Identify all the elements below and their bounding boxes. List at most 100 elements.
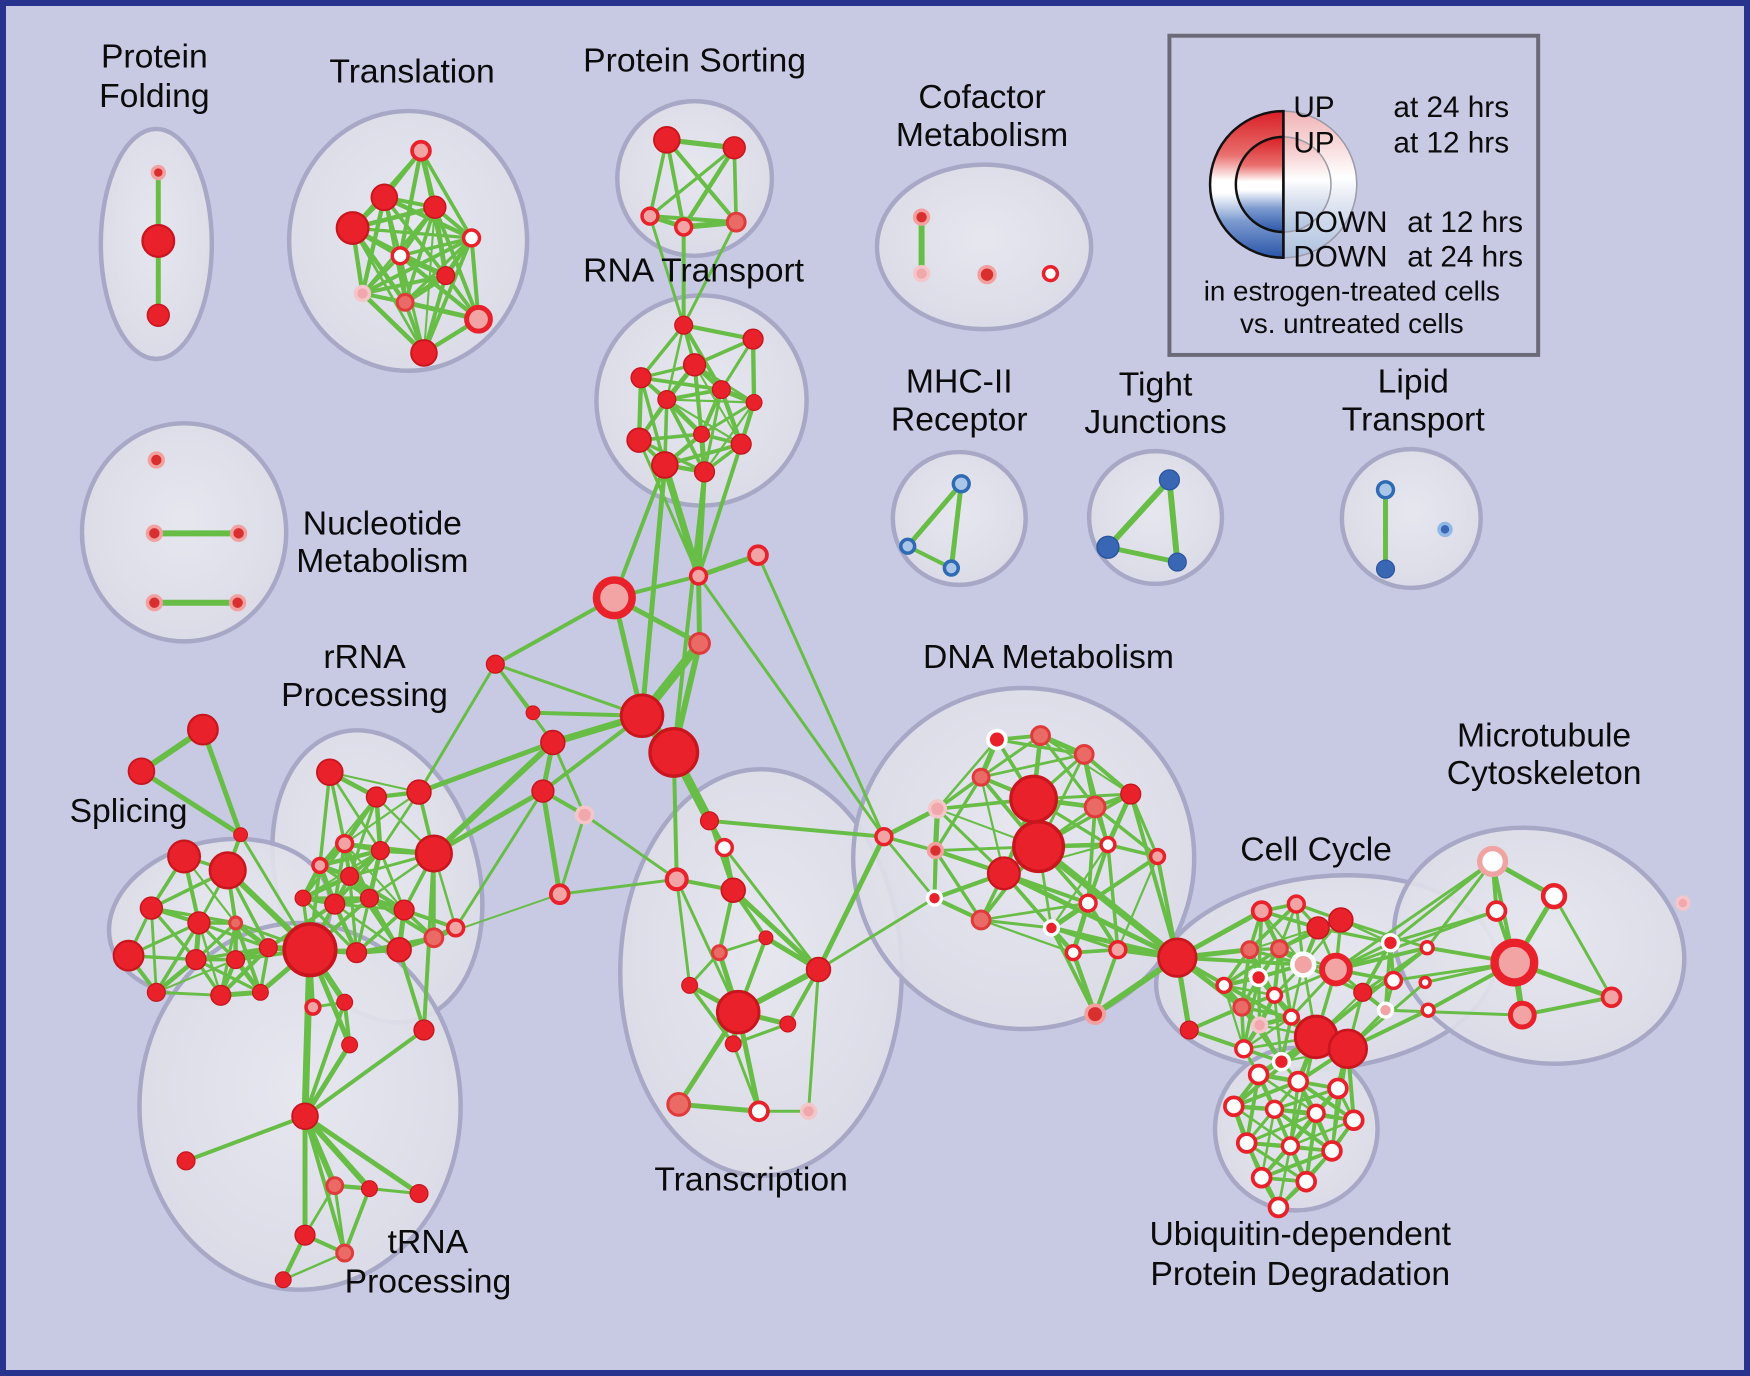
network-edge (664, 137, 686, 230)
network-edge (540, 788, 563, 897)
cluster-ellipse-cofactor-metabolism (874, 162, 1094, 332)
network-node (145, 524, 164, 543)
network-node (410, 339, 438, 367)
cluster-shapes (79, 98, 1687, 1292)
network-node (1158, 469, 1181, 491)
network-node (1270, 939, 1289, 959)
network-edge (342, 1186, 372, 1255)
network-edge (682, 220, 738, 327)
network-node (970, 909, 992, 931)
network-node (1078, 893, 1098, 913)
legend-caption-line1: in estrogen-treated cells (1204, 275, 1500, 306)
network-node (525, 705, 541, 721)
cluster-label-nucleotide-metabolism-line2: Metabolism (296, 542, 468, 580)
network-edge (302, 1042, 353, 1119)
cluster-label-cell-cycle-line1: Cell Cycle (1240, 830, 1392, 868)
network-node (653, 126, 681, 154)
network-node (251, 983, 269, 1001)
network-node (291, 1102, 319, 1131)
network-node (682, 353, 707, 377)
network-node (779, 1015, 797, 1033)
network-node (1376, 1001, 1395, 1019)
legend-inner-left-half (1234, 135, 1285, 234)
network-node (274, 1271, 292, 1289)
cluster-label-trna-processing-line2: Processing (345, 1263, 512, 1301)
network-node (436, 266, 456, 286)
network-node (666, 1091, 692, 1117)
network-node (324, 893, 346, 915)
network-node (942, 559, 961, 577)
network-node (1306, 916, 1330, 940)
network-node (674, 315, 694, 335)
network-node (370, 841, 390, 861)
legend-down24-time: at 24 hrs (1407, 241, 1523, 274)
network-node (657, 389, 677, 410)
network-node (640, 206, 660, 226)
cluster-label-rna-transport-line1: RNA Transport (583, 252, 805, 290)
network-node (951, 474, 971, 494)
network-node (651, 451, 679, 479)
network-edge (696, 442, 744, 578)
network-node (145, 594, 164, 612)
network-edge (1361, 946, 1429, 994)
network-node (1540, 882, 1568, 910)
network-node (294, 889, 312, 907)
network-edge (200, 727, 244, 838)
cluster-label-protein-folding-line2: Folding (99, 77, 210, 115)
cluster-label-mhc-ii-receptor-line1: MHC-II (906, 363, 1013, 401)
network-edge (1166, 476, 1181, 566)
network-edge (1289, 1118, 1356, 1148)
network-edge (360, 291, 427, 356)
network-edge (351, 226, 426, 355)
network-node (664, 867, 689, 892)
network-node (185, 949, 207, 971)
network-edge (419, 148, 474, 240)
network-edge (1272, 1086, 1340, 1111)
cluster-label-protein-sorting-line1: Protein Sorting (583, 41, 806, 79)
network-node (626, 427, 652, 453)
network-node (127, 757, 156, 786)
network-node (341, 1036, 359, 1054)
network-edge (317, 848, 383, 868)
network-node (228, 594, 247, 612)
network-node (1248, 967, 1269, 988)
network-node (1247, 1063, 1270, 1086)
network-node (141, 223, 176, 258)
network-node (1290, 951, 1317, 978)
network-node (1419, 940, 1435, 956)
network-edge (1384, 1008, 1524, 1017)
cluster-label-rrna-processing-line2: Processing (281, 676, 448, 714)
network-node (1265, 986, 1284, 1004)
network-node (648, 726, 700, 778)
network-node (874, 827, 894, 847)
network-node (540, 729, 566, 756)
network-edge (281, 1251, 346, 1282)
network-edge (398, 253, 481, 322)
cluster-label-tight-junctions-line2: Junctions (1084, 403, 1226, 441)
network-edge (681, 145, 737, 230)
network-node (423, 195, 447, 219)
network-node (229, 524, 248, 543)
network-edge (301, 896, 359, 955)
network-node (805, 956, 832, 983)
network-node (395, 292, 415, 312)
network-node (977, 264, 997, 285)
network-node (681, 976, 699, 994)
legend: UP at 24 hrs UP at 12 hrs DOWN at 12 hrs… (1167, 33, 1541, 357)
network-node (674, 217, 694, 237)
network-edge (397, 947, 426, 1032)
network-edge (1222, 946, 1282, 988)
network-node (1328, 907, 1354, 933)
network-edge (1105, 544, 1180, 565)
network-edge (558, 813, 587, 896)
network-edge (979, 918, 1053, 930)
legend-up12-time: at 12 hrs (1393, 127, 1509, 160)
network-node (725, 211, 747, 233)
network-node (294, 1224, 316, 1246)
network-node (1232, 997, 1252, 1017)
network-edge (1231, 1079, 1301, 1109)
network-node (1375, 480, 1396, 500)
network-node (365, 786, 387, 808)
network-node (1041, 264, 1060, 283)
